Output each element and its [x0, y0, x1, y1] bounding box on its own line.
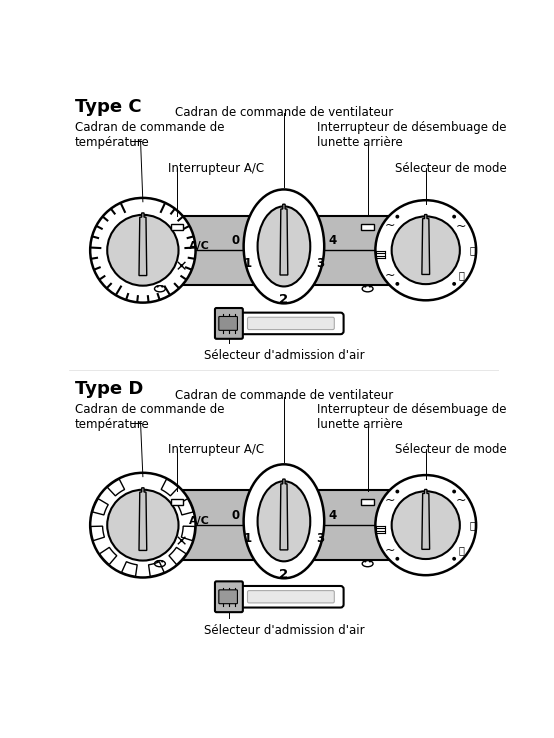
Polygon shape: [280, 479, 288, 550]
FancyBboxPatch shape: [237, 586, 343, 607]
Circle shape: [452, 282, 456, 286]
Text: 4: 4: [328, 508, 336, 522]
Circle shape: [180, 539, 183, 542]
Text: Sélecteur de mode: Sélecteur de mode: [395, 162, 506, 175]
Circle shape: [369, 560, 371, 562]
Text: ~: ~: [384, 544, 395, 557]
Text: A/C: A/C: [189, 517, 211, 526]
Text: 2: 2: [279, 293, 289, 306]
Polygon shape: [161, 479, 178, 496]
Polygon shape: [100, 548, 117, 565]
FancyBboxPatch shape: [215, 582, 243, 612]
Ellipse shape: [244, 190, 324, 303]
Text: Interrupteur A/C: Interrupteur A/C: [168, 443, 265, 456]
Text: ~: ~: [455, 219, 466, 232]
Polygon shape: [139, 213, 147, 275]
Text: Interrupteur A/C: Interrupteur A/C: [168, 162, 265, 175]
Polygon shape: [139, 488, 147, 551]
Text: 3: 3: [316, 532, 325, 545]
Text: ~: ~: [384, 494, 395, 506]
Circle shape: [376, 475, 476, 575]
Circle shape: [376, 200, 476, 300]
Bar: [171, 224, 183, 230]
Text: Cadran de commande de
température: Cadran de commande de température: [75, 121, 224, 149]
Text: Type D: Type D: [75, 379, 143, 398]
Text: Sélecteur d'admission d'air: Sélecteur d'admission d'air: [204, 624, 364, 637]
Bar: [361, 224, 374, 230]
Circle shape: [107, 215, 178, 286]
FancyBboxPatch shape: [248, 590, 334, 603]
Text: ⬦: ⬦: [459, 270, 465, 280]
Circle shape: [452, 215, 456, 218]
Text: Interrupteur de désembuage de
lunette arrière: Interrupteur de désembuage de lunette ar…: [317, 121, 507, 149]
Text: Cadran de commande de ventilateur: Cadran de commande de ventilateur: [175, 106, 393, 119]
Circle shape: [396, 215, 399, 218]
Circle shape: [452, 557, 456, 561]
Text: ~: ~: [384, 218, 395, 232]
Polygon shape: [422, 489, 429, 549]
Polygon shape: [148, 562, 164, 576]
Circle shape: [90, 473, 196, 578]
Circle shape: [396, 489, 399, 494]
Circle shape: [396, 557, 399, 561]
Text: Cadran de commande de
température: Cadran de commande de température: [75, 403, 224, 431]
Polygon shape: [122, 562, 137, 576]
Text: Interrupteur de désembuage de
lunette arrière: Interrupteur de désembuage de lunette ar…: [317, 403, 507, 431]
Circle shape: [107, 490, 178, 561]
Ellipse shape: [258, 207, 310, 286]
FancyBboxPatch shape: [248, 317, 334, 330]
FancyBboxPatch shape: [215, 308, 243, 339]
Polygon shape: [280, 204, 288, 275]
Circle shape: [396, 282, 399, 286]
Polygon shape: [93, 499, 108, 515]
FancyBboxPatch shape: [219, 590, 238, 604]
Circle shape: [161, 286, 163, 288]
Text: Sélecteur d'admission d'air: Sélecteur d'admission d'air: [204, 349, 364, 362]
Text: ~: ~: [455, 494, 466, 507]
Circle shape: [364, 286, 366, 288]
Text: ~: ~: [384, 269, 395, 282]
Polygon shape: [91, 526, 104, 541]
Text: 1: 1: [243, 532, 252, 545]
Text: 2: 2: [279, 568, 289, 581]
Bar: [160, 491, 408, 560]
Text: 1: 1: [243, 257, 252, 270]
Polygon shape: [107, 479, 125, 496]
FancyBboxPatch shape: [219, 317, 238, 331]
Text: ⛅: ⛅: [469, 520, 475, 530]
Ellipse shape: [258, 481, 310, 562]
Polygon shape: [177, 499, 193, 515]
Circle shape: [452, 489, 456, 494]
Text: Sélecteur de mode: Sélecteur de mode: [395, 443, 506, 456]
Text: 4: 4: [328, 234, 336, 246]
Polygon shape: [422, 215, 429, 275]
Ellipse shape: [244, 464, 324, 579]
Text: Type C: Type C: [75, 98, 141, 116]
Circle shape: [392, 492, 460, 559]
Text: 3: 3: [316, 257, 325, 270]
Circle shape: [156, 286, 159, 288]
Circle shape: [369, 286, 371, 288]
Text: 0: 0: [232, 234, 240, 246]
Circle shape: [161, 560, 163, 562]
FancyBboxPatch shape: [237, 313, 343, 334]
Circle shape: [90, 198, 196, 303]
Text: ⬦: ⬦: [459, 545, 465, 555]
Circle shape: [180, 264, 183, 267]
Bar: [160, 215, 408, 285]
Circle shape: [156, 560, 159, 562]
Text: A/C: A/C: [189, 241, 211, 252]
Text: Cadran de commande de ventilateur: Cadran de commande de ventilateur: [175, 389, 393, 402]
Bar: [361, 499, 374, 505]
Bar: [171, 499, 183, 505]
Polygon shape: [181, 526, 195, 541]
Text: ⛅: ⛅: [469, 245, 475, 255]
Polygon shape: [169, 548, 186, 565]
Text: 0: 0: [232, 508, 240, 522]
Circle shape: [392, 216, 460, 284]
Circle shape: [364, 560, 366, 562]
